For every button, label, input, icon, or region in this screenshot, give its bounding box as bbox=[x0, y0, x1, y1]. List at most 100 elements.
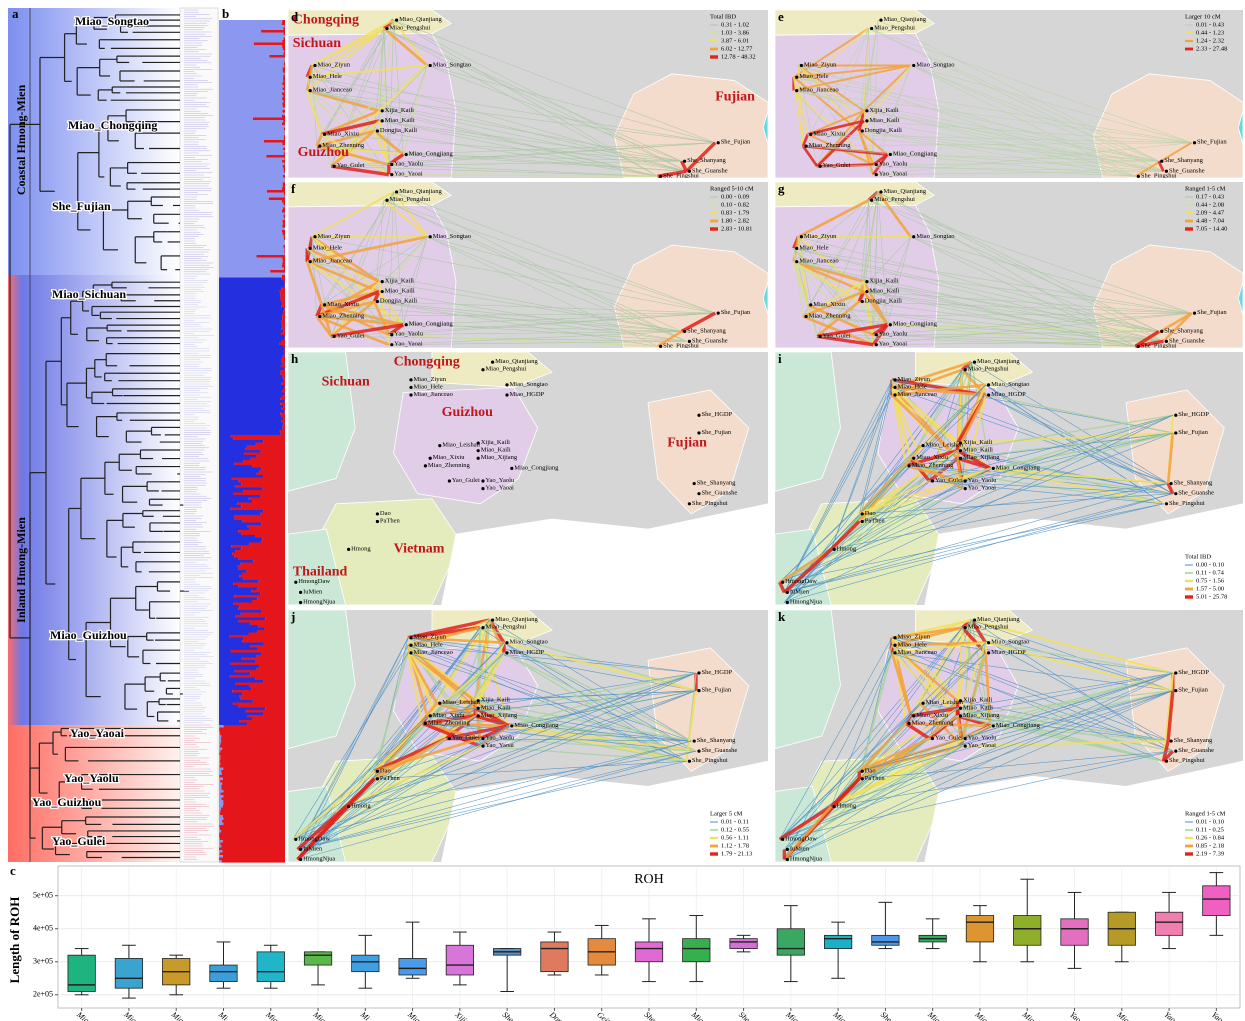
site-label: Miao_Ziyun bbox=[804, 233, 837, 240]
admixture-red bbox=[238, 565, 285, 568]
admixture-blue bbox=[219, 513, 260, 516]
site-dot bbox=[907, 722, 910, 725]
admixture-blue bbox=[219, 633, 249, 636]
admixture-red bbox=[252, 590, 285, 593]
admixture-blue bbox=[219, 80, 283, 83]
admixture-red bbox=[283, 423, 285, 426]
site-dot bbox=[1160, 160, 1163, 163]
site-dot bbox=[964, 479, 967, 482]
admixture-blue bbox=[219, 58, 285, 61]
admixture-blue bbox=[219, 88, 283, 91]
site-label: Miao_Qianjiang bbox=[977, 616, 1020, 623]
admixture-red bbox=[222, 860, 285, 863]
map-panel: Miao_QianjiangMiao_PengshuiMiao_ZiyunMia… bbox=[288, 351, 768, 605]
admixture-blue bbox=[219, 45, 282, 48]
x-tick-label: Mia bbox=[831, 1009, 847, 1021]
admixture-blue bbox=[219, 528, 249, 531]
site-dot bbox=[390, 333, 393, 336]
clade-label: Yao_Gulei bbox=[52, 834, 106, 848]
site-label: Miao_Congjiang bbox=[996, 722, 1041, 729]
site-dot bbox=[959, 707, 962, 710]
admixture-red bbox=[283, 223, 285, 226]
site-label: PaThen bbox=[865, 775, 886, 782]
admixture-red bbox=[222, 820, 285, 823]
region-label: Fujian bbox=[715, 90, 755, 105]
admixture-blue bbox=[219, 73, 284, 76]
panel-label: a bbox=[12, 6, 19, 21]
admixture-red bbox=[261, 468, 285, 471]
admixture-red bbox=[284, 163, 285, 166]
admixture-blue bbox=[219, 330, 283, 333]
admixture-red bbox=[233, 493, 285, 496]
panel-label: k bbox=[778, 609, 786, 624]
admixture-red bbox=[235, 550, 285, 553]
admixture-red bbox=[243, 490, 285, 493]
site-label: Xijia_Kaili bbox=[481, 439, 510, 446]
admixture-red bbox=[230, 435, 285, 438]
x-tick-label: Xiji bbox=[453, 1009, 468, 1021]
admixture-blue bbox=[219, 183, 283, 186]
admixture-blue bbox=[219, 478, 232, 481]
admixture-red bbox=[252, 718, 285, 721]
admixture-blue bbox=[219, 163, 284, 166]
site-label: Miao_Songtao bbox=[510, 639, 548, 646]
admixture-red bbox=[284, 33, 285, 36]
site-label: Miao_Songtao bbox=[510, 381, 548, 388]
site-dot bbox=[299, 591, 302, 594]
admixture-blue bbox=[219, 625, 259, 628]
site-label: She_Shanyang bbox=[1174, 737, 1213, 744]
map-content: Miao_QianjiangMiao_PengshuiMiao_ZiyunMia… bbox=[775, 351, 1243, 605]
admixture-red bbox=[261, 450, 285, 453]
site-dot bbox=[717, 312, 720, 315]
admixture-blue bbox=[219, 585, 239, 588]
admixture-blue bbox=[219, 288, 281, 291]
admixture-red bbox=[220, 758, 285, 761]
site-dot bbox=[333, 165, 336, 168]
site-label: Miao_Qianjiang bbox=[495, 358, 538, 365]
admixture-blue bbox=[219, 568, 239, 571]
admixture-red bbox=[264, 510, 285, 513]
admixture-red bbox=[223, 778, 285, 781]
admixture-blue bbox=[219, 823, 223, 826]
admixture-red bbox=[260, 593, 285, 596]
admixture-red bbox=[282, 390, 285, 393]
admixture-red bbox=[253, 118, 285, 121]
admixture-red bbox=[284, 268, 285, 271]
admixture-blue bbox=[219, 860, 222, 863]
admixture-blue bbox=[219, 370, 281, 373]
site-label: Miao_Pengshui bbox=[486, 624, 527, 631]
site-label: Miao_Pengshui bbox=[486, 366, 527, 373]
site-dot bbox=[294, 838, 297, 841]
site-dot bbox=[429, 714, 432, 717]
site-label: She_Shanyang bbox=[1174, 480, 1213, 487]
admixture-blue bbox=[219, 595, 234, 598]
legend-label: 2.09 - 4.47 bbox=[1196, 209, 1225, 216]
site-label: Miao_Leishan bbox=[442, 699, 480, 706]
admixture-red bbox=[281, 365, 285, 368]
site-label: Miao_Ziyun bbox=[414, 634, 447, 641]
admixture-blue bbox=[219, 793, 221, 796]
admixture-red bbox=[223, 823, 285, 826]
admixture-red bbox=[263, 713, 285, 716]
site-dot bbox=[861, 129, 864, 132]
admixture-red bbox=[284, 73, 285, 76]
site-label: Miao_Hele bbox=[898, 383, 927, 390]
admixture-blue bbox=[219, 118, 253, 121]
admixture-blue bbox=[219, 268, 284, 271]
site-label: Xijia_Kaili bbox=[869, 278, 898, 285]
legend-label: 0.01 - 0.11 bbox=[721, 818, 749, 825]
region-label: Guizhou bbox=[298, 145, 350, 160]
site-dot bbox=[429, 64, 432, 67]
site-dot bbox=[1137, 175, 1140, 178]
admixture-blue bbox=[219, 523, 261, 526]
admixture-blue bbox=[219, 48, 283, 51]
admixture-red bbox=[253, 560, 285, 563]
admixture-red bbox=[282, 318, 285, 321]
map-panel: Miao_QianjiangMiao_PengshuiMiao_ZiyunMia… bbox=[775, 351, 1243, 605]
admixture-blue bbox=[219, 33, 284, 36]
site-dot bbox=[429, 235, 432, 238]
admixture-blue bbox=[219, 423, 283, 426]
admixture-red bbox=[239, 705, 285, 708]
admixture-red bbox=[282, 23, 285, 26]
admixture-red bbox=[220, 745, 285, 748]
